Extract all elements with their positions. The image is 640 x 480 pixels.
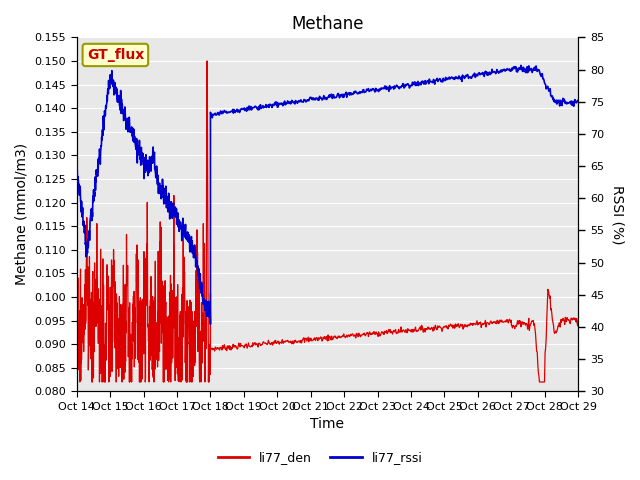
X-axis label: Time: Time: [310, 418, 344, 432]
Y-axis label: Methane (mmol/m3): Methane (mmol/m3): [15, 144, 29, 286]
Legend: li77_den, li77_rssi: li77_den, li77_rssi: [212, 446, 428, 469]
Title: Methane: Methane: [291, 15, 364, 33]
Y-axis label: RSSI (%): RSSI (%): [611, 185, 625, 244]
Text: GT_flux: GT_flux: [87, 48, 144, 62]
